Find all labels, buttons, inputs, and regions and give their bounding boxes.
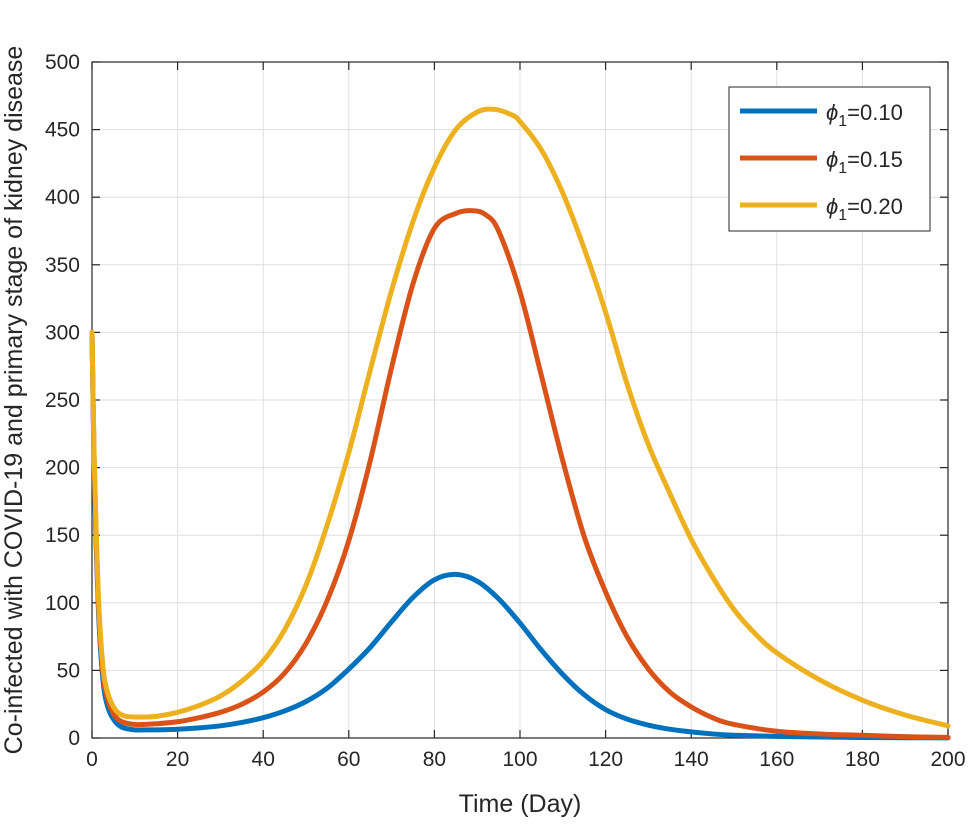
x-tick-label: 200 bbox=[930, 748, 965, 771]
y-tick-label: 100 bbox=[45, 592, 80, 615]
y-axis-label: Co-infected with COVID-19 and primary st… bbox=[0, 46, 28, 755]
x-tick-label: 80 bbox=[423, 748, 446, 771]
x-tick-label: 0 bbox=[86, 748, 98, 771]
series-lines bbox=[89, 106, 951, 741]
x-tick-label: 160 bbox=[759, 748, 794, 771]
x-tick-label: 100 bbox=[502, 748, 537, 771]
legend-label-2: ϕ1=0.15 bbox=[826, 147, 903, 177]
x-tick-label: 20 bbox=[166, 748, 189, 771]
y-tick-label: 500 bbox=[45, 51, 80, 74]
y-tick-label: 150 bbox=[45, 524, 80, 547]
y-tick-label: 350 bbox=[45, 254, 80, 277]
y-tick-label: 0 bbox=[68, 727, 80, 750]
legend-label-3: ϕ1=0.20 bbox=[826, 194, 903, 224]
x-tick-label: 40 bbox=[252, 748, 275, 771]
axis-ticks: 0 20 40 60 80 100 120 140 160 180 200 0 50 100 150 200 2… bbox=[45, 51, 966, 771]
x-tick-label: 60 bbox=[337, 748, 360, 771]
y-tick-label: 400 bbox=[45, 186, 80, 209]
series-line-2 bbox=[89, 208, 951, 740]
x-tick-label: 180 bbox=[845, 748, 880, 771]
y-tick-label: 50 bbox=[57, 659, 80, 682]
series-line-1 bbox=[89, 329, 951, 741]
legend: ϕ1=0.10 ϕ1=0.15 ϕ1=0.20 bbox=[728, 86, 931, 232]
y-tick-label: 300 bbox=[45, 321, 80, 344]
legend-label-1: ϕ1=0.10 bbox=[826, 100, 903, 130]
y-tick-label: 450 bbox=[45, 119, 80, 142]
series-line-3 bbox=[89, 106, 951, 729]
x-axis-label: Time (Day) bbox=[459, 790, 582, 818]
x-tick-label: 140 bbox=[674, 748, 709, 771]
x-tick-label: 120 bbox=[588, 748, 623, 771]
y-tick-label: 250 bbox=[45, 389, 80, 412]
y-tick-label: 200 bbox=[45, 457, 80, 480]
